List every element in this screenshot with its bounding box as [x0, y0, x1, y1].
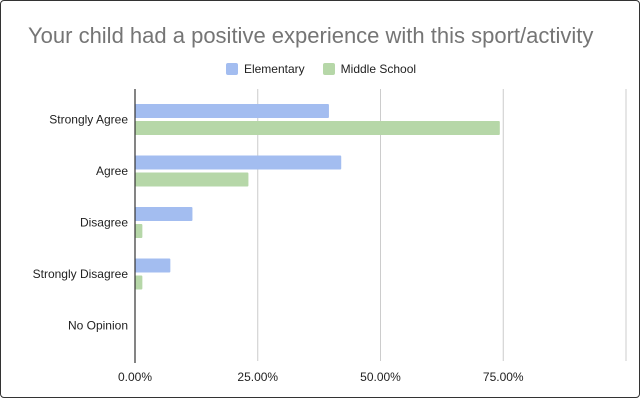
category-label: No Opinion [68, 319, 128, 333]
legend-item-middle-school: Middle School [322, 62, 417, 76]
bar-elementary [135, 155, 342, 170]
category-label: Strongly Agree [49, 113, 128, 127]
bar-middle-school [135, 275, 143, 290]
bar-middle-school [135, 224, 143, 238]
chart-legend: Elementary Middle School [1, 62, 640, 76]
category-label: Agree [96, 164, 128, 178]
bar-middle-school [135, 121, 500, 135]
bar-middle-school [135, 172, 249, 187]
x-tick-label: 75.00% [483, 370, 524, 384]
legend-item-elementary: Elementary [225, 62, 305, 76]
bar-elementary [135, 207, 193, 221]
category-label: Disagree [80, 216, 128, 230]
bar-elementary [135, 258, 171, 273]
chart-title: Your child had a positive experience wit… [28, 23, 594, 48]
x-tick-label: 25.00% [237, 370, 278, 384]
category-label: Strongly Disagree [33, 267, 129, 281]
bar-elementary [135, 104, 329, 118]
legend-swatch-middle-school [322, 63, 335, 75]
legend-label-middle-school: Middle School [340, 62, 417, 76]
x-tick-label: 50.00% [360, 370, 401, 384]
legend-label-elementary: Elementary [243, 62, 305, 76]
x-tick-label: 0.00% [118, 370, 152, 384]
legend-swatch-elementary [225, 63, 238, 75]
